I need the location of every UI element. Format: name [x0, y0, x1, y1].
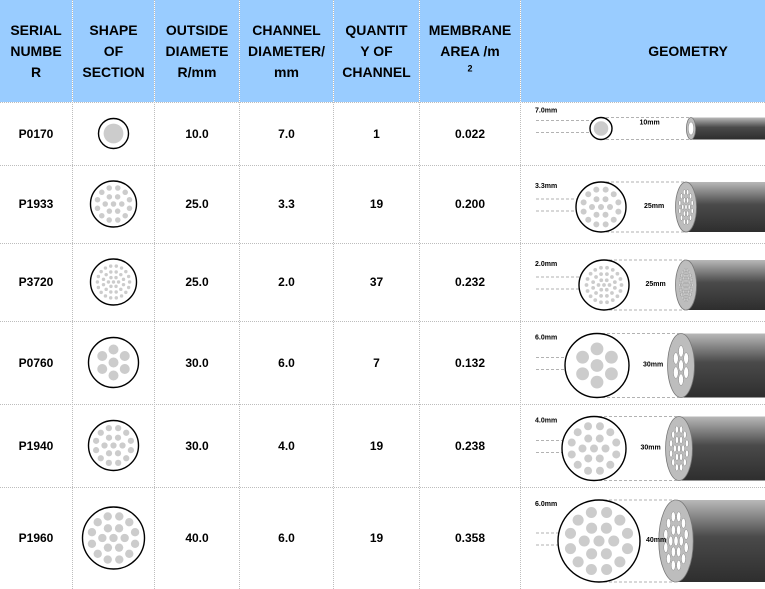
channel-quantity-cell: 7 [373, 355, 380, 370]
outside-diameter-cell: 30.0 [185, 355, 209, 370]
channel-size-label: 2.0mm [535, 261, 557, 268]
cross-section-icon [87, 419, 140, 472]
serial-number-cell: P1933 [18, 197, 54, 211]
geometry-section-icon [578, 259, 630, 311]
grid-row-divider [0, 243, 765, 244]
outside-diameter-cell: 25.0 [185, 197, 209, 211]
grid-row-divider [0, 404, 765, 405]
grid-column-divider [239, 0, 240, 589]
tube-body [686, 182, 765, 232]
section-shape [89, 258, 138, 306]
header-shape-of-section: SHAPE OF SECTION [73, 0, 154, 102]
outside-size-label: 25mm [646, 281, 666, 288]
geometry-illustration: 3.3mm 25mm [535, 181, 765, 233]
channel-size-label: 6.0mm [535, 501, 557, 508]
serial-number-cell: P0170 [18, 126, 54, 141]
channel-quantity-cell: 19 [369, 438, 384, 453]
geometry-illustration: 6.0mm 40mm [535, 499, 765, 583]
outside-diameter-cell: 40.0 [185, 531, 209, 545]
channel-quantity-cell: 1 [373, 126, 380, 141]
serial-number-cell: P0760 [18, 355, 54, 370]
grid-row-divider [0, 165, 765, 166]
serial-number-cell: P1940 [18, 438, 54, 453]
membrane-area-cell: 0.132 [454, 355, 486, 370]
outside-diameter-cell: 30.0 [185, 438, 209, 453]
geometry-illustration: 4.0mm 30mm [535, 415, 765, 482]
header-serial-number: SERIAL NUMBE R [0, 0, 72, 102]
header-geometry: GEOMETRY [521, 0, 765, 102]
outside-diameter-cell: 10.0 [185, 126, 209, 141]
header-quantity-of-channel: QUANTIT Y OF CHANNEL [334, 0, 419, 102]
membrane-area-cell: 0.238 [454, 438, 486, 453]
outside-size-label: 30mm [643, 362, 663, 369]
channel-diameter-cell: 4.0 [278, 438, 295, 453]
channel-size-label: 3.3mm [535, 183, 557, 190]
section-shape [97, 117, 130, 150]
channel-diameter-cell: 2.0 [278, 275, 295, 289]
geometry-section-icon [561, 415, 627, 482]
geometry-illustration: 7.0mm 10mm [535, 108, 765, 141]
channel-diameter-cell: 6.0 [278, 531, 295, 545]
section-shape [87, 336, 140, 389]
grid-column-divider [154, 0, 155, 589]
grid-row-divider [0, 487, 765, 488]
serial-number-cell: P1960 [18, 531, 54, 545]
channel-size-label: 7.0mm [535, 108, 557, 115]
cross-section-icon [87, 336, 140, 389]
channel-diameter-cell: 7.0 [278, 126, 295, 141]
section-shape [89, 180, 138, 228]
grid-column-divider [419, 0, 420, 589]
channel-diameter-cell: 6.0 [278, 355, 295, 370]
geometry-section-icon [589, 116, 613, 141]
grid-row-divider [0, 321, 765, 322]
geometry-illustration: 6.0mm 30mm [535, 332, 765, 399]
channel-diameter-cell: 3.3 [278, 197, 295, 211]
geometry-section-icon [575, 181, 627, 233]
cross-section-icon [97, 117, 130, 150]
outside-size-label: 40mm [646, 537, 666, 544]
section-shape [87, 419, 140, 472]
channel-size-label: 6.0mm [535, 335, 557, 342]
tube-body [679, 416, 765, 481]
grid-column-divider [520, 0, 521, 589]
serial-number-cell: P3720 [18, 275, 54, 289]
membrane-area-cell: 0.232 [454, 275, 486, 289]
header-channel-diameter: CHANNEL DIAMETER/mm [240, 0, 333, 102]
geometry-section-icon [557, 499, 641, 583]
section-shape [81, 506, 146, 570]
grid-row-divider [0, 102, 765, 103]
membrane-area-cell: 0.022 [454, 126, 486, 141]
cross-section-icon [81, 506, 146, 570]
geometry-illustration: 2.0mm 25mm [535, 259, 765, 311]
cross-section-icon [89, 180, 138, 228]
outside-size-label: 10mm [640, 120, 660, 127]
channel-quantity-cell: 37 [369, 275, 384, 289]
geometry-section-icon [564, 332, 630, 399]
grid-column-divider [333, 0, 334, 589]
header-membrane-area: MEMBRANE AREA /m 2 [420, 0, 520, 102]
outside-diameter-cell: 25.0 [185, 275, 209, 289]
header-outside-diameter: OUTSIDE DIAMETE R/mm [155, 0, 239, 102]
outside-size-label: 25mm [644, 203, 664, 210]
tube-body [691, 117, 765, 140]
tube-body [686, 260, 765, 310]
membrane-area-cell: 0.200 [454, 197, 486, 211]
cross-section-icon [89, 258, 138, 306]
tube-body [681, 333, 765, 398]
channel-quantity-cell: 19 [369, 197, 384, 211]
channel-size-label: 4.0mm [535, 418, 557, 425]
outside-size-label: 30mm [641, 445, 661, 452]
channel-quantity-cell: 19 [369, 531, 384, 545]
grid-column-divider [72, 0, 73, 589]
membrane-area-cell: 0.358 [454, 531, 486, 545]
